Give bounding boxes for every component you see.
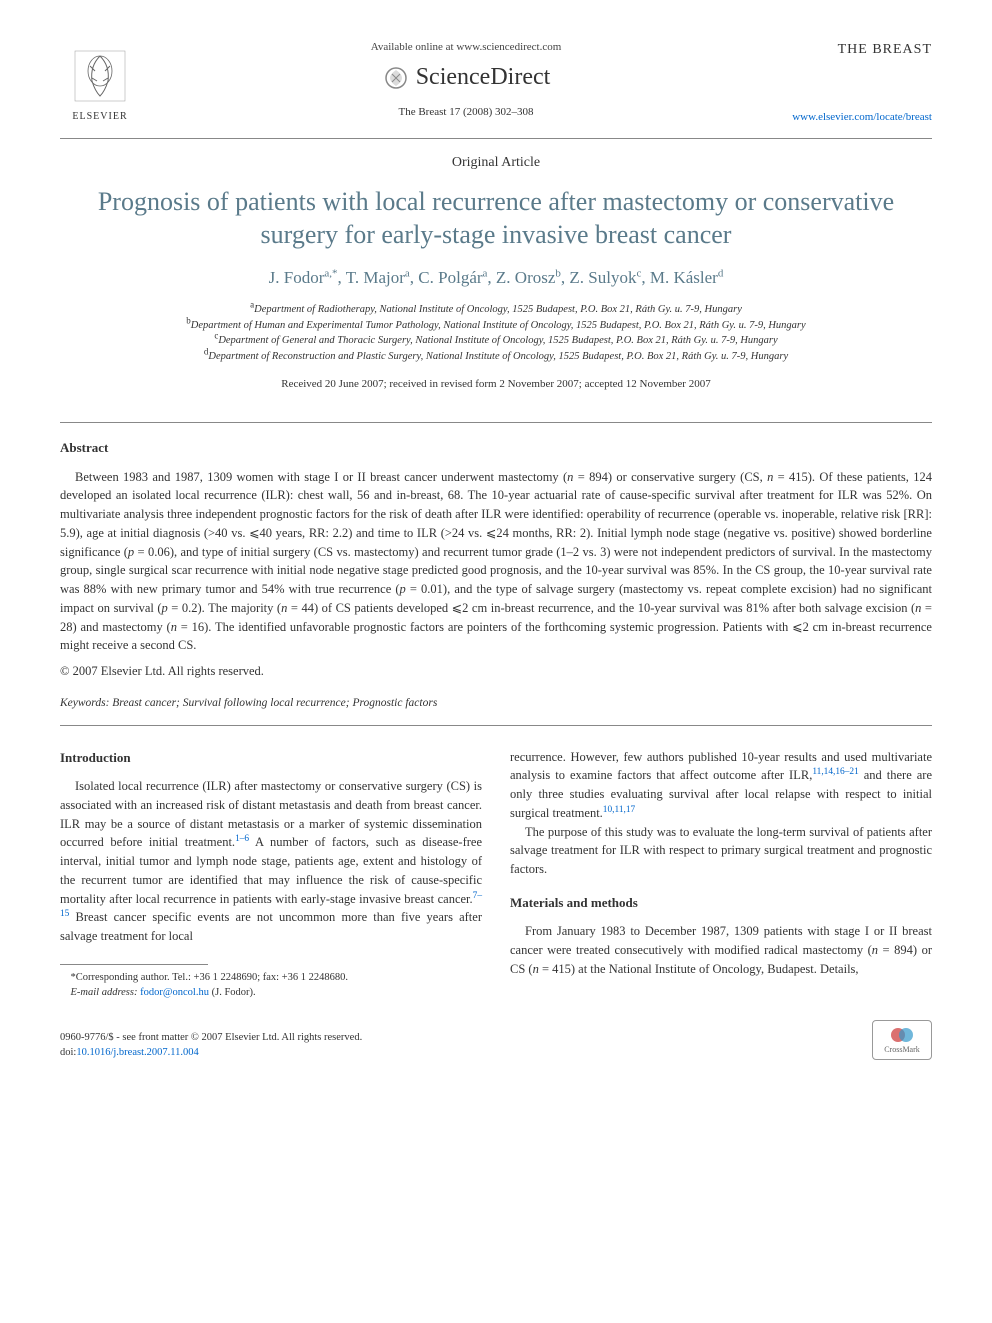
sciencedirect-icon [382,64,410,92]
doi-link[interactable]: 10.1016/j.breast.2007.11.004 [76,1047,198,1058]
abstract-copyright: © 2007 Elsevier Ltd. All rights reserved… [60,663,932,681]
body-columns: Introduction Isolated local recurrence (… [60,748,932,1001]
crossmark-badge[interactable]: CrossMark [872,1020,932,1060]
article-dates: Received 20 June 2007; received in revis… [60,377,932,392]
keywords-line: Keywords: Breast cancer; Survival follow… [60,695,932,711]
email-paren: (J. Fodor). [212,987,256,998]
doi-label: doi: [60,1047,76,1058]
sciencedirect-logo: ScienceDirect [160,61,772,95]
sciencedirect-text: ScienceDirect [416,61,551,95]
front-matter-text: 0960-9776/$ - see front matter © 2007 El… [60,1031,362,1046]
doi-line: doi:10.1016/j.breast.2007.11.004 [60,1046,362,1061]
abstract-body: Between 1983 and 1987, 1309 women with s… [60,468,932,656]
email-footnote: E-mail address: fodor@oncol.hu (J. Fodor… [60,986,482,1001]
corresponding-author-footnote: *Corresponding author. Tel.: +36 1 22486… [60,971,482,986]
right-col-paragraph-2: The purpose of this study was to evaluat… [510,823,932,879]
center-header: Available online at www.sciencedirect.co… [140,40,792,120]
crossmark-icon [890,1026,914,1044]
left-column: Introduction Isolated local recurrence (… [60,748,482,1001]
introduction-heading: Introduction [60,748,482,768]
author-list: J. Fodora,*, T. Majora, C. Polgára, Z. O… [60,266,932,290]
introduction-paragraph-1: Isolated local recurrence (ILR) after ma… [60,777,482,946]
page-footer: 0960-9776/$ - see front matter © 2007 El… [60,1020,932,1060]
journal-link[interactable]: www.elsevier.com/locate/breast [792,110,932,125]
abstract-top-rule [60,422,932,423]
keywords-text: Breast cancer; Survival following local … [112,697,437,709]
journal-logo-block: THE BREAST www.elsevier.com/locate/breas… [792,40,932,125]
abstract-paragraph: Between 1983 and 1987, 1309 women with s… [60,468,932,656]
article-title: Prognosis of patients with local recurre… [60,185,932,253]
methods-heading: Materials and methods [510,893,932,913]
available-online-text: Available online at www.sciencedirect.co… [160,40,772,55]
header-rule [60,138,932,139]
crossmark-label: CrossMark [884,1044,920,1055]
footnote-separator [60,964,208,965]
article-type: Original Article [60,153,932,173]
body-top-rule [60,725,932,726]
page-header: ELSEVIER Available online at www.science… [60,40,932,130]
elsevier-tree-icon [70,46,130,106]
elsevier-logo: ELSEVIER [60,40,140,130]
journal-title: THE BREAST [792,40,932,60]
methods-paragraph-1: From January 1983 to December 1987, 1309… [510,922,932,978]
footer-left: 0960-9776/$ - see front matter © 2007 El… [60,1031,362,1060]
right-col-paragraph-1: recurrence. However, few authors publish… [510,748,932,823]
author-email-link[interactable]: fodor@oncol.hu [140,987,209,998]
keywords-label: Keywords: [60,697,109,709]
elsevier-label: ELSEVIER [72,110,127,124]
abstract-heading: Abstract [60,439,932,457]
right-column: recurrence. However, few authors publish… [510,748,932,1001]
affiliations: aDepartment of Radiotherapy, National In… [60,302,932,365]
citation-text: The Breast 17 (2008) 302–308 [160,105,772,120]
email-label: E-mail address: [71,987,138,998]
